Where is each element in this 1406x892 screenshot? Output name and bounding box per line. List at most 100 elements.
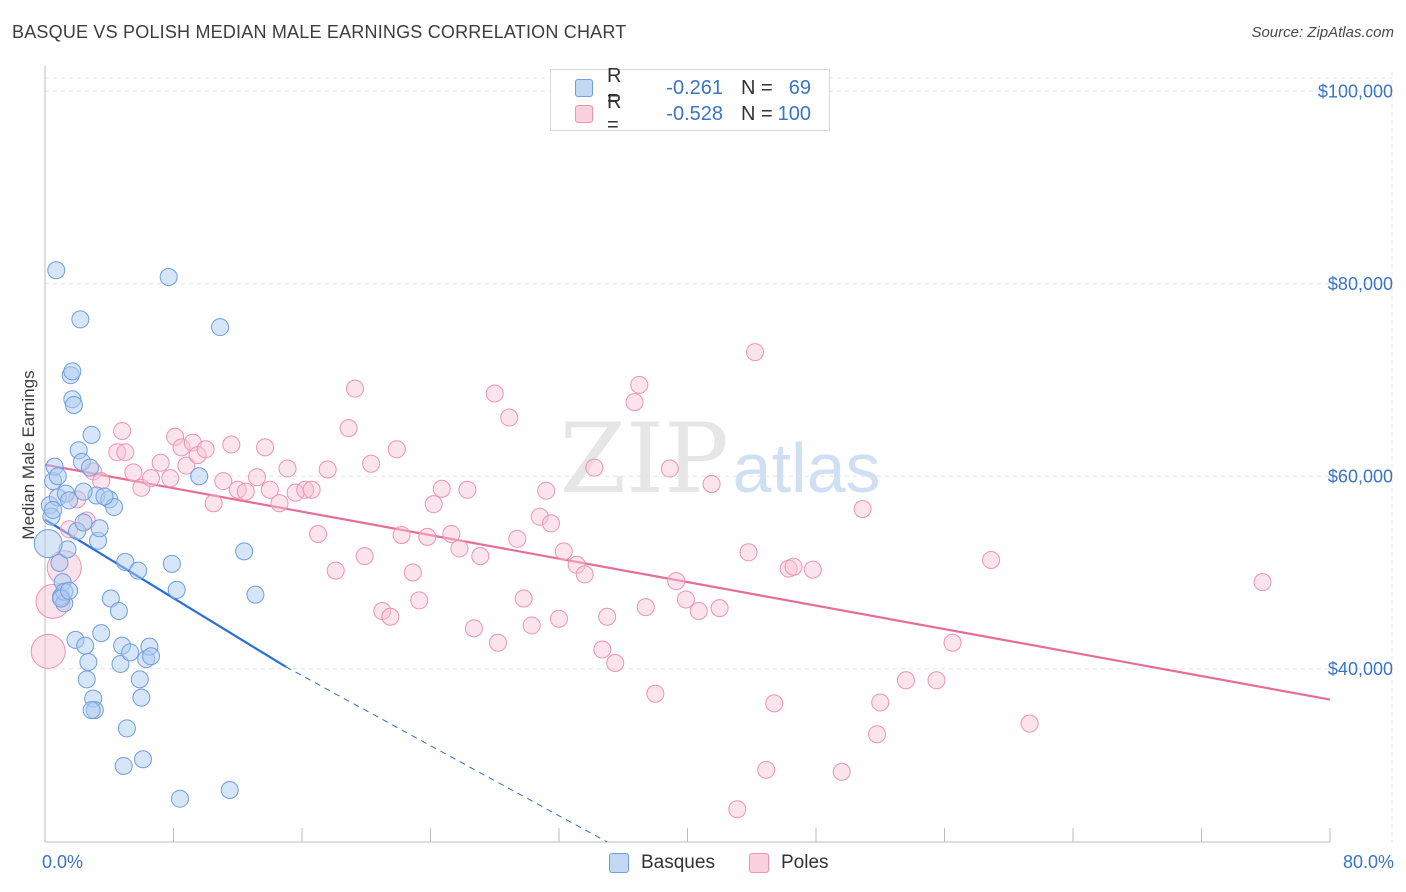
basques-point [33,529,63,559]
poles-point [464,619,483,638]
poles-point [702,474,721,493]
poles-point [214,472,233,491]
poles-point [943,633,962,652]
poles-point [728,800,747,819]
legend-item-basques[interactable]: Basques [609,852,715,874]
y-tick-label: $80,000 [1328,274,1393,294]
poles-point [142,469,161,488]
poles-point [739,543,758,562]
poles-point [667,572,686,591]
legend-label: Poles [781,852,829,873]
poles-point [296,480,315,499]
legend-row-poles: R = -0.528 N = 100 [575,91,811,136]
basques-point [79,653,98,672]
poles-point [550,609,568,628]
n-value: 69 [788,76,811,99]
poles-point [508,529,527,548]
basques-point [95,487,114,506]
poles-point [204,494,223,513]
n-value: 100 [777,102,811,125]
poles-point [832,762,851,781]
poles-point [757,760,776,779]
n-label: N = [741,76,773,99]
poles-point [530,507,549,526]
basques-point [82,425,101,444]
source-label: Source: ZipAtlas.com [1251,24,1394,41]
basques-point [235,542,254,561]
basques-point [190,467,209,486]
basques-point [82,701,101,720]
basques-point [50,553,69,572]
poles-swatch [575,105,593,123]
basques-point [111,654,130,673]
basques-point [132,688,151,707]
poles-point [1020,714,1039,733]
poles-point [113,422,132,441]
legend-row-basques: R = -0.261 N = 69 [575,65,811,110]
poles-point [151,453,170,472]
basques-point [109,602,128,620]
r-label: R = [607,65,622,110]
x-tick-label-min: 0.0% [42,852,84,872]
poles-point [500,408,519,427]
basques-point [90,519,109,538]
poles-trend-line [44,463,1331,701]
poles-point [471,547,490,566]
legend-item-poles[interactable]: Poles [749,852,829,874]
correlation-legend: R = -0.261 N = 69 R = -0.528 N = 100 [550,65,830,136]
poles-point [362,454,381,473]
r-value: -0.528 [666,102,723,125]
poles-point [124,463,143,482]
r-label: R = [607,91,622,136]
poles-point [765,694,784,713]
poles-point [537,481,556,500]
basques-point [44,500,63,519]
basques-point [76,636,95,655]
poles-point [302,480,321,499]
poles-point [410,591,429,610]
basques-points [33,261,265,808]
basques-point [142,647,161,666]
basques-point [246,585,265,604]
basques-point [74,513,93,532]
poles-point [625,393,644,412]
poles-point [132,478,151,497]
poles-point [442,525,461,543]
poles-point [172,438,191,457]
basques-point [48,467,67,486]
poles-point [485,384,504,403]
poles-point [541,514,560,533]
poles-point [432,479,451,498]
poles-point [606,653,625,672]
poles-point [868,725,887,744]
basques-trend-line [44,518,608,843]
poles-point [116,443,135,462]
poles-point [309,525,328,543]
poles-point [598,607,617,626]
poles-point [346,379,365,398]
basques-point [47,261,66,280]
basques-point [167,580,186,599]
basques-swatch [609,853,629,873]
basques-swatch [575,79,593,97]
series-legend: Basques Poles [0,852,1406,878]
poles-point [326,561,345,580]
basques-point [211,318,230,337]
poles-point [488,633,507,652]
poles-point [676,590,695,609]
poles-point [256,438,275,457]
poles-point [381,607,400,626]
n-label: N = [741,102,773,125]
poles-point [236,482,255,501]
poles-point [745,343,764,362]
poles-point [30,633,66,669]
poles-point [260,480,279,499]
basques-point [133,750,152,769]
chart-title: BASQUE VS POLISH MEDIAN MALE EARNINGS CO… [12,22,627,42]
poles-point [1253,573,1272,592]
basques-trend-solid [44,518,287,668]
basques-point [130,670,149,689]
poles-point [896,671,915,690]
basques-point [71,310,90,329]
basques-point [170,789,189,808]
